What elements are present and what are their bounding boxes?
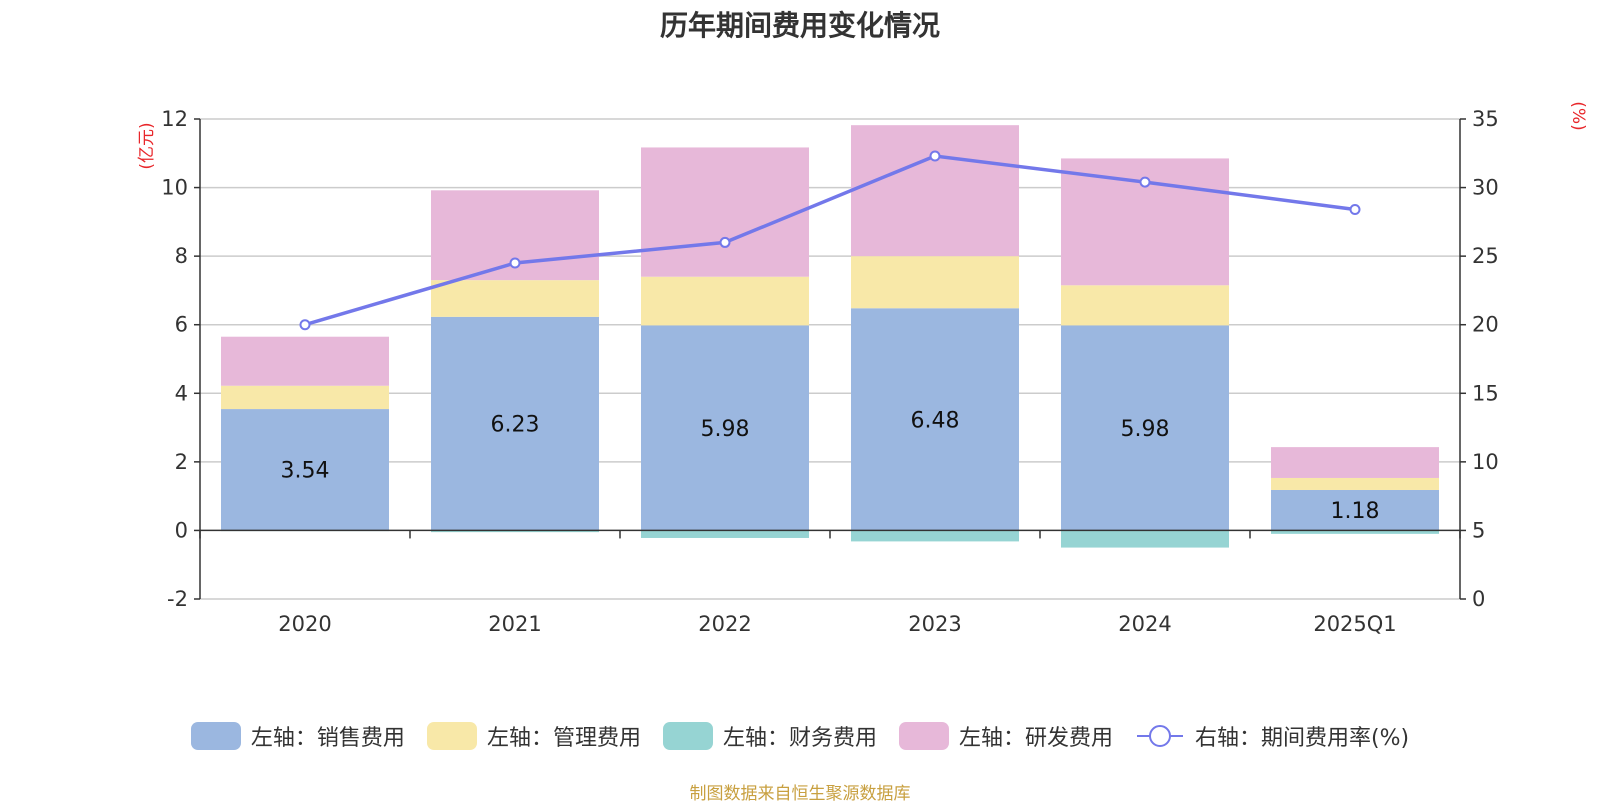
bar-segment xyxy=(1271,477,1439,490)
x-tick-label: 2024 xyxy=(1118,612,1171,636)
bar-segment xyxy=(851,530,1019,542)
bar-value-label: 6.23 xyxy=(491,413,540,438)
legend-swatch-admin xyxy=(426,722,477,750)
legend-item-rate[interactable]: 右轴：期间费用率(%) xyxy=(1135,720,1409,752)
legend-line-marker-icon xyxy=(1136,725,1183,747)
x-tick-label: 2021 xyxy=(488,612,541,636)
bar-segment xyxy=(221,385,389,410)
bar-value-label: 3.54 xyxy=(281,459,330,484)
x-tick-label: 2020 xyxy=(278,612,331,636)
bar-segment xyxy=(851,256,1019,309)
rate-point xyxy=(299,319,311,331)
left-tick-label: 0 xyxy=(175,518,188,542)
rate-point xyxy=(929,150,941,162)
left-tick-label: 8 xyxy=(175,244,188,268)
right-tick-label: 15 xyxy=(1472,381,1499,405)
axis-layer: -2 0 2 4 6 8 10 12 0 5 10 15 20 25 30 35 (亿元) (%) 2020 2021… xyxy=(137,101,1588,636)
bar-value-label: 6.48 xyxy=(911,408,960,433)
bar-segment xyxy=(641,147,809,277)
bar-label-layer: 3.54 6.23 5.98 6.48 5.98 1.18 xyxy=(281,408,1380,524)
left-tick-label: 4 xyxy=(175,381,188,405)
data-source-footer: 制图数据来自恒生聚源数据库 xyxy=(689,784,911,804)
bar-layer xyxy=(221,125,1439,548)
legend-item-rd[interactable]: 左轴：研发费用 xyxy=(898,720,1113,752)
left-tick-label: 12 xyxy=(161,107,188,131)
legend-label-admin: 左轴：管理费用 xyxy=(486,726,641,751)
bar-segment xyxy=(221,336,389,386)
x-tick-label: 2023 xyxy=(908,612,961,636)
bar-segment xyxy=(1271,530,1439,534)
rate-point xyxy=(719,236,731,248)
legend-label-rate: 右轴：期间费用率(%) xyxy=(1194,726,1410,751)
bar-value-label: 5.98 xyxy=(701,417,750,442)
x-tick-label: 2025Q1 xyxy=(1313,612,1396,636)
bar-segment xyxy=(1271,447,1439,478)
bar-value-label: 5.98 xyxy=(1121,417,1170,442)
right-tick-label: 10 xyxy=(1472,450,1499,474)
bar-segment xyxy=(1061,325,1229,531)
left-tick-label: -2 xyxy=(167,587,188,611)
bar-segment xyxy=(641,530,809,538)
bar-segment xyxy=(641,325,809,531)
rate-point xyxy=(509,257,521,269)
rate-point xyxy=(1139,176,1151,188)
right-tick-label: 20 xyxy=(1472,313,1499,337)
right-tick-label: 5 xyxy=(1472,518,1485,542)
bar-segment xyxy=(641,276,809,326)
bar-segment xyxy=(221,409,389,531)
legend-label-rd: 左轴：研发费用 xyxy=(958,726,1113,751)
right-tick-label: 0 xyxy=(1472,587,1485,611)
bar-segment xyxy=(431,530,599,533)
rate-line xyxy=(304,154,1356,327)
legend-item-admin[interactable]: 左轴：管理费用 xyxy=(426,720,641,752)
bar-segment xyxy=(851,308,1019,531)
left-tick-label: 6 xyxy=(175,313,188,337)
bar-segment xyxy=(1271,489,1439,531)
legend-item-finance[interactable]: 左轴：财务费用 xyxy=(662,720,877,752)
legend-label-sales: 左轴：销售费用 xyxy=(250,726,405,751)
bar-segment xyxy=(431,280,599,317)
rate-line-layer xyxy=(299,150,1361,331)
rate-point xyxy=(1349,204,1361,216)
chart-title: 历年期间费用变化情况 xyxy=(659,9,940,42)
grid-lines xyxy=(200,118,1460,600)
bar-segment xyxy=(1061,285,1229,326)
bar-value-label: 1.18 xyxy=(1331,499,1380,524)
legend: 左轴：销售费用 左轴：管理费用 左轴：财务费用 左轴：研发费用 右轴：期间费用率… xyxy=(0,720,1600,752)
x-tick-label: 2022 xyxy=(698,612,751,636)
legend-item-sales[interactable]: 左轴：销售费用 xyxy=(190,720,405,752)
legend-swatch-rd xyxy=(898,722,949,750)
right-tick-label: 35 xyxy=(1472,107,1499,131)
left-tick-label: 2 xyxy=(175,450,188,474)
legend-swatch-sales xyxy=(190,722,241,750)
right-tick-label: 25 xyxy=(1472,244,1499,268)
left-tick-label: 10 xyxy=(161,176,188,200)
bar-segment xyxy=(431,316,599,531)
legend-label-finance: 左轴：财务费用 xyxy=(722,726,877,751)
right-tick-label: 30 xyxy=(1472,176,1499,200)
bar-segment xyxy=(851,125,1019,257)
legend-swatch-finance xyxy=(662,722,713,750)
left-axis-unit: (亿元) xyxy=(137,122,157,169)
right-axis-unit: (%) xyxy=(1568,101,1588,130)
bar-segment xyxy=(1061,530,1229,548)
